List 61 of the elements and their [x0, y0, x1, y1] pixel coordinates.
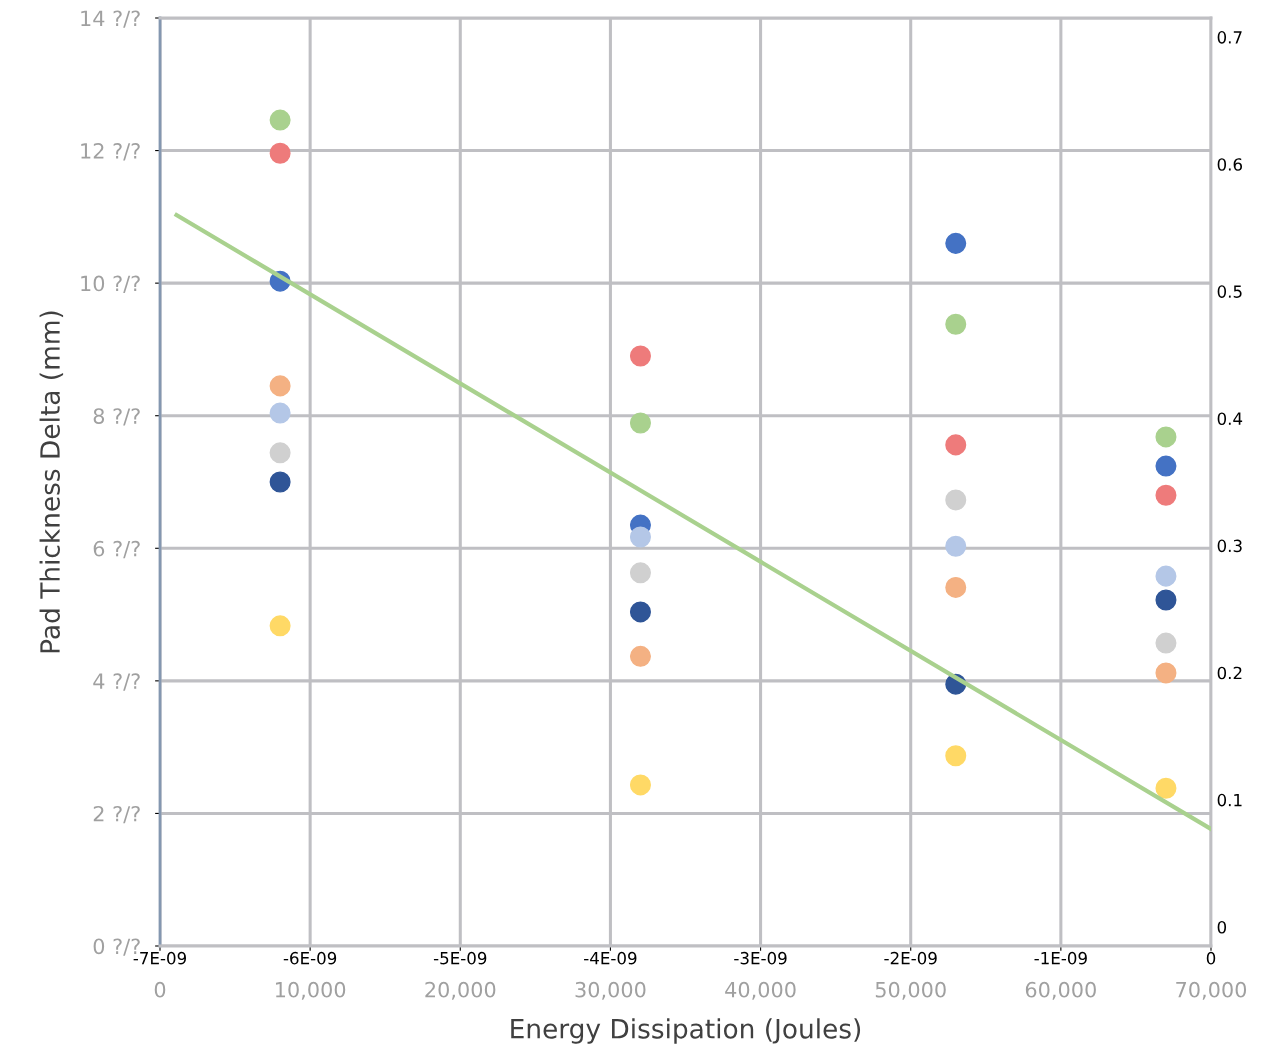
point	[629, 562, 651, 584]
x2-tick-label: -4E-09	[584, 951, 637, 965]
point	[945, 576, 967, 598]
x2-tick-label: -1E-09	[1034, 951, 1087, 965]
x-tick-label: 0	[154, 981, 166, 998]
point	[269, 471, 291, 493]
point	[1155, 484, 1177, 506]
point	[269, 402, 291, 424]
x-tick-label: 70,000	[1176, 981, 1247, 1000]
x2-tick-label: -3E-09	[734, 951, 787, 965]
point	[945, 434, 967, 456]
point	[269, 109, 291, 131]
y-tick-label: 2 ?/?	[93, 805, 140, 824]
point	[945, 745, 967, 767]
x-tick-label: 10,000	[275, 981, 346, 1000]
y-tick-label: 14 ?/?	[81, 10, 140, 28]
y2-tick-label: 0.1	[1217, 793, 1242, 807]
point	[945, 232, 967, 254]
point	[269, 615, 291, 637]
y2-tick-label: 0.4	[1217, 412, 1243, 426]
point	[1155, 777, 1177, 799]
x-axis-title: Energy Dissipation (Joules)	[511, 1018, 861, 1044]
x2-tick-label: -2E-09	[884, 951, 937, 965]
y-tick-label: 12 ?/?	[81, 143, 140, 161]
y-tick-label: 6 ?/?	[93, 540, 140, 559]
x-tick-label: 20,000	[425, 981, 496, 1000]
point	[629, 412, 651, 434]
x2-tick-label: -5E-09	[433, 951, 487, 965]
x-tick-label: 60,000	[1025, 981, 1096, 1000]
y-tick-label: 8 ?/?	[93, 408, 140, 426]
x-tick-label: 30,000	[575, 981, 646, 1000]
y2-tick-label: 0.2	[1217, 666, 1242, 680]
point	[1155, 565, 1177, 587]
point	[629, 601, 651, 623]
y-tick-label: 4 ?/?	[93, 673, 140, 691]
point	[945, 313, 967, 335]
x2-tick-label: 0	[1206, 951, 1216, 965]
point	[1155, 589, 1177, 611]
x-tick-label: 40,000	[725, 981, 796, 1000]
x2-tick-label: -6E-09	[283, 951, 337, 965]
point	[269, 375, 291, 397]
point	[945, 489, 967, 511]
y-tick-label: 10 ?/?	[81, 275, 140, 293]
x-tick-label: 50,000	[875, 981, 946, 1000]
point	[1155, 632, 1177, 654]
point	[629, 526, 651, 548]
point	[629, 345, 651, 367]
point	[1155, 662, 1177, 684]
point	[629, 774, 651, 796]
y2-tick-label: 0.5	[1217, 285, 1242, 298]
point	[1155, 426, 1177, 448]
point	[1155, 455, 1177, 477]
point	[629, 645, 651, 667]
y-axis-title: Pad Thickness Delta (mm)	[39, 311, 64, 653]
y2-tick-label: 0.6	[1217, 158, 1243, 171]
y2-tick-label: 0.3	[1217, 539, 1242, 553]
point	[269, 142, 291, 164]
point	[269, 442, 291, 464]
point	[945, 535, 967, 557]
y2-tick-label: 0.7	[1217, 31, 1242, 44]
y2-tick-label: 0	[1217, 920, 1227, 934]
